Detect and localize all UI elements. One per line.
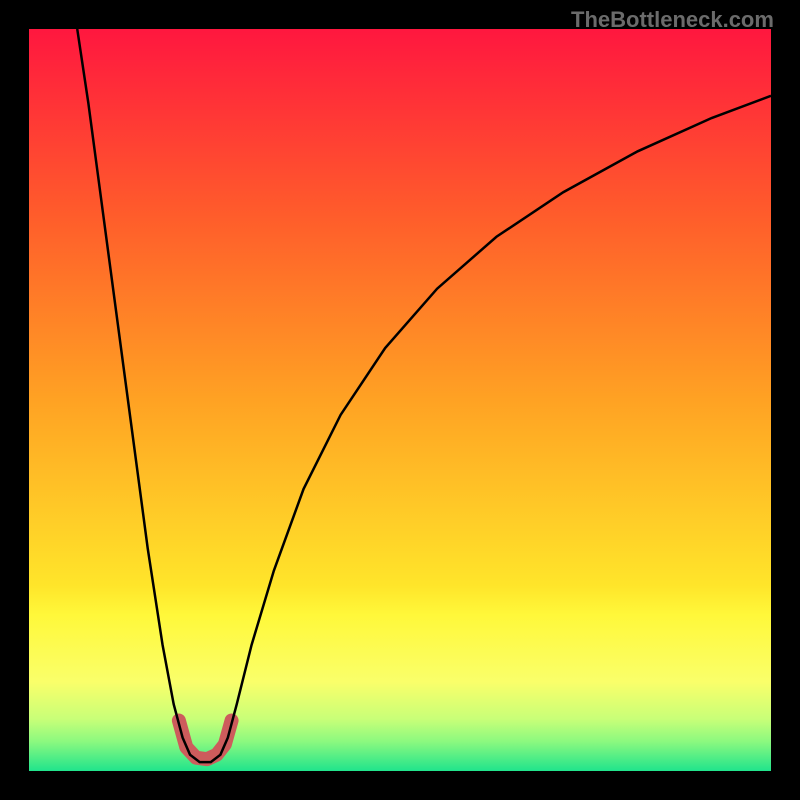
curve-path bbox=[77, 29, 771, 762]
watermark-text: TheBottleneck.com bbox=[571, 7, 774, 33]
chart-plot-area bbox=[29, 29, 771, 771]
highlight-marker bbox=[179, 721, 232, 760]
chart-svg bbox=[29, 29, 771, 771]
